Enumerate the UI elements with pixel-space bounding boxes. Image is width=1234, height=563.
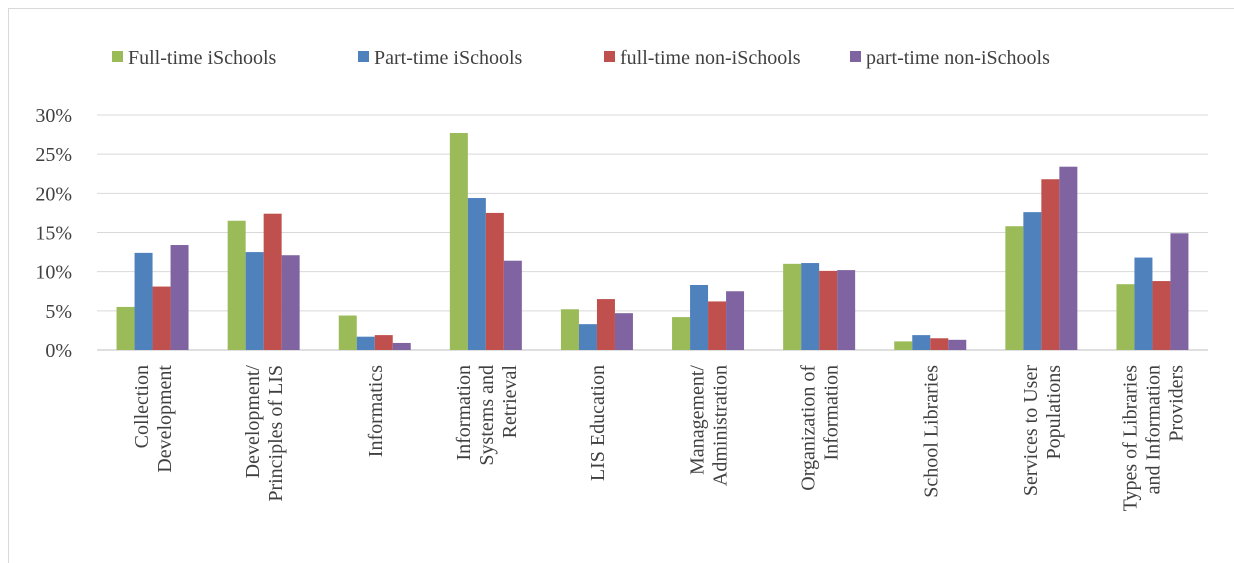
bar xyxy=(374,335,393,350)
chart-legend: Full-time iSchools Part-time iSchools full… xyxy=(112,47,1050,69)
bar xyxy=(912,335,931,350)
category-label: Management/ xyxy=(687,365,709,475)
bar xyxy=(1005,226,1024,350)
bar xyxy=(1152,281,1171,350)
category-label: Systems and xyxy=(476,365,498,466)
bar xyxy=(801,263,820,350)
bar xyxy=(392,342,411,350)
category-label: Principles of LIS xyxy=(265,365,287,502)
category-label: Development xyxy=(154,365,176,473)
category-label: Services to User xyxy=(1020,365,1042,496)
bar xyxy=(1134,257,1153,350)
bar xyxy=(596,299,615,350)
bar xyxy=(485,212,504,350)
category-label: Populations xyxy=(1043,365,1065,460)
bar xyxy=(152,286,171,350)
bar xyxy=(227,220,246,350)
y-tick-label: 10% xyxy=(35,262,72,284)
bar xyxy=(170,245,189,350)
bar xyxy=(783,263,802,350)
category-label: Information xyxy=(821,365,843,461)
bar xyxy=(281,255,300,350)
chart-frame xyxy=(8,8,1234,563)
y-tick-label: 5% xyxy=(45,301,72,323)
category-label: Informatics xyxy=(365,365,387,457)
legend-label: full-time non-iSchools xyxy=(620,47,801,69)
category-label: Types of Libraries xyxy=(1119,365,1141,512)
bar xyxy=(560,309,579,350)
bar xyxy=(894,341,913,350)
category-label: Development/ xyxy=(242,365,264,479)
bar xyxy=(503,260,522,350)
y-axis: 0% 5% 10% 15% 20% 25% 30% xyxy=(35,105,72,362)
bar xyxy=(1023,212,1042,350)
bar xyxy=(578,324,597,350)
category-label: Information xyxy=(453,365,475,461)
bar xyxy=(1059,166,1078,350)
y-tick-label: 15% xyxy=(35,223,72,245)
bar xyxy=(930,338,949,350)
legend-swatch xyxy=(112,51,123,62)
bar xyxy=(338,315,357,350)
bar xyxy=(1116,284,1135,350)
category-label: LIS Education xyxy=(587,365,609,481)
bar xyxy=(690,284,709,350)
legend-label: Part-time iSchools xyxy=(374,47,523,69)
legend-label: Full-time iSchools xyxy=(128,47,277,69)
bar xyxy=(708,301,727,350)
bar xyxy=(1170,233,1189,350)
bars xyxy=(116,133,1189,350)
legend-swatch xyxy=(850,51,861,62)
y-tick-label: 20% xyxy=(35,183,72,205)
y-tick-label: 30% xyxy=(35,105,72,127)
bar xyxy=(134,252,153,350)
bar xyxy=(467,198,486,350)
category-label: School Libraries xyxy=(920,365,942,498)
bar xyxy=(948,339,967,350)
bar xyxy=(263,213,282,350)
bar xyxy=(356,336,375,350)
bar xyxy=(614,313,633,350)
category-label: Retrieval xyxy=(499,365,521,439)
bar xyxy=(449,133,468,350)
category-label: Collection xyxy=(131,365,153,448)
legend-swatch xyxy=(358,51,369,62)
bar xyxy=(116,306,135,350)
bar xyxy=(245,252,264,350)
y-tick-label: 25% xyxy=(35,144,72,166)
bar xyxy=(672,317,691,350)
x-axis: Collection Development Development/Princip… xyxy=(131,365,1187,512)
y-tick-label: 0% xyxy=(45,340,72,362)
bar xyxy=(819,270,838,350)
category-label: and Information xyxy=(1142,365,1164,494)
category-label: Administration xyxy=(710,365,732,486)
bar xyxy=(837,270,856,350)
bar xyxy=(726,291,745,350)
bar xyxy=(1041,179,1060,350)
legend-swatch xyxy=(604,51,615,62)
category-label: Organization of xyxy=(798,365,820,491)
legend-label: part-time non-iSchools xyxy=(866,47,1050,69)
category-label: Providers xyxy=(1165,365,1187,442)
